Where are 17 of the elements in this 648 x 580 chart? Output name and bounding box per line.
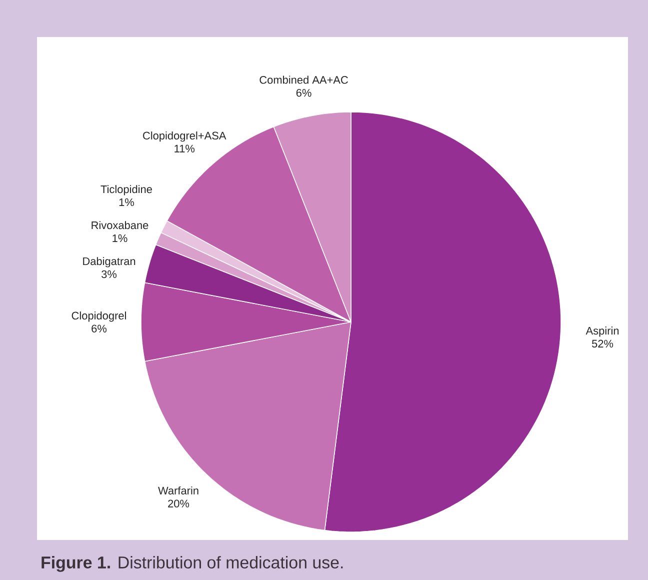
slice-label: Aspirin	[586, 326, 619, 337]
data-label: 6%	[296, 88, 312, 97]
data-label: 6%	[92, 324, 107, 332]
slice-label: Rivoxabane	[92, 221, 148, 230]
slice-label: Ticlopidine	[100, 185, 152, 196]
slice-label: Clopidogrel+ASA	[143, 131, 226, 142]
data-label: 1%	[112, 234, 128, 242]
slice-label: Combined AA+AC	[260, 76, 348, 84]
text: Figure 1. Distribution of medication use.	[42, 556, 343, 572]
data-label: 52%	[592, 340, 614, 348]
slice-label: Warfarin	[158, 486, 198, 494]
data-label: 1%	[119, 198, 134, 206]
data-label: 3%	[102, 270, 117, 278]
slice-label: Dabigatran	[83, 257, 136, 268]
slice-label: Clopidogrel	[72, 311, 126, 322]
data-label: 20%	[168, 500, 190, 508]
data-label: 11%	[174, 144, 195, 152]
